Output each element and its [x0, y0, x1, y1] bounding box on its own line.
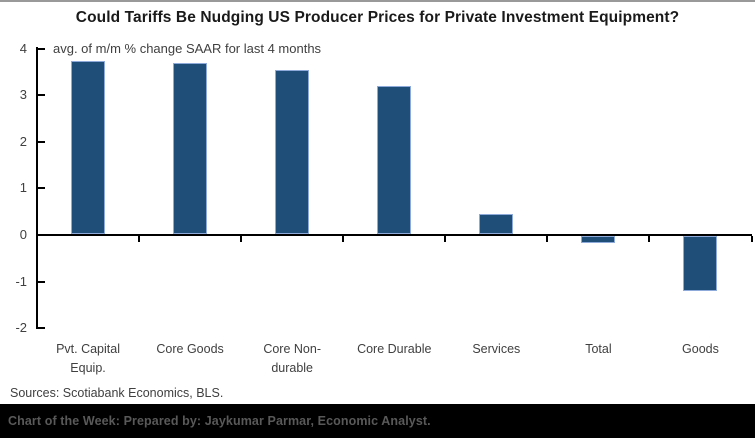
footer-bar: Chart of the Week: Prepared by: Jaykumar…: [0, 404, 755, 438]
x-axis-tick: [546, 236, 549, 242]
bar-services: [479, 214, 514, 234]
x-axis-tick: [240, 236, 243, 242]
y-axis-tick: [38, 140, 45, 143]
sources-note: Sources: Scotiabank Economics, BLS.: [10, 386, 224, 400]
bar-core-goods: [173, 62, 208, 234]
y-axis-tick-label: 4: [19, 40, 27, 56]
y-axis-tick: [38, 47, 45, 50]
x-axis-category-label: Goods: [682, 342, 719, 356]
x-axis-category-label: Services: [472, 342, 521, 356]
x-axis-zero-line: [36, 234, 752, 236]
x-axis-category-label: Total: [585, 342, 612, 356]
y-axis-line: [36, 47, 38, 329]
y-axis-tick-label: -1: [15, 273, 27, 289]
bar-total: [581, 236, 616, 244]
x-axis-category-label: Core Durable: [357, 342, 432, 356]
x-axis-category-label: Core Non-durable: [263, 342, 321, 375]
x-axis-tick: [444, 236, 447, 242]
x-axis-tick: [138, 236, 141, 242]
y-axis-tick: [38, 187, 45, 190]
y-axis-tick: [38, 94, 45, 97]
y-axis-tick: [38, 280, 45, 283]
y-axis-tick-label: 3: [19, 87, 27, 103]
y-axis-tick-label: 2: [19, 133, 27, 149]
bar-core-non-durable: [275, 70, 310, 234]
chart-subtitle: avg. of m/m % change SAAR for last 4 mon…: [53, 41, 322, 56]
chart-title: Could Tariffs Be Nudging US Producer Pri…: [75, 9, 680, 26]
bar-goods: [683, 236, 718, 291]
x-axis-tick: [342, 236, 345, 242]
bar-pvt-capital-equip-: [71, 60, 106, 234]
x-axis-tick: [648, 236, 651, 242]
y-axis-tick-label: 0: [19, 227, 27, 242]
footer-credit: Chart of the Week: Prepared by: Jaykumar…: [8, 414, 431, 428]
x-axis-category-label: Pvt. Capital Equip.: [56, 342, 120, 375]
bar-core-durable: [377, 85, 412, 234]
x-axis-tick: [750, 236, 753, 242]
y-axis-tick-label: -2: [15, 320, 27, 336]
y-axis-tick: [38, 327, 45, 330]
x-axis-category-label: Core Goods: [156, 342, 224, 356]
y-axis-tick-label: 1: [19, 180, 27, 196]
